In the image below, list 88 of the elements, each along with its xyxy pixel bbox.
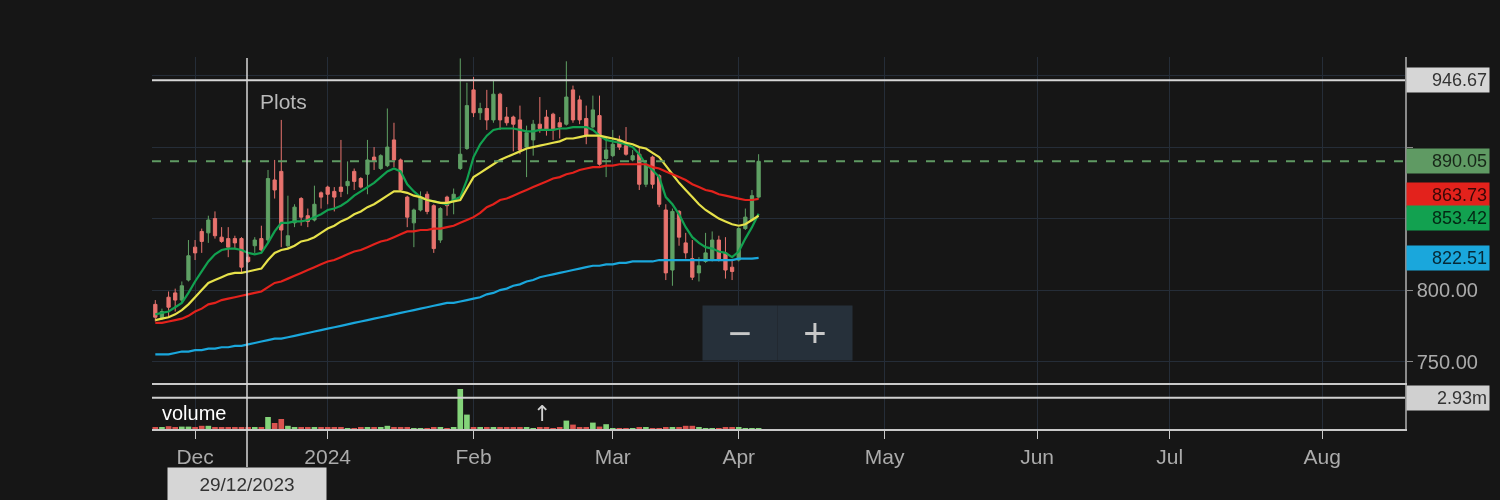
candlestick	[259, 225, 264, 254]
candlestick	[226, 226, 231, 258]
candlestick	[352, 168, 357, 191]
ref-line-label: 890.05	[1431, 151, 1487, 171]
candlestick	[418, 190, 423, 212]
candlestick	[431, 203, 436, 254]
text: 853.42	[1431, 208, 1487, 228]
annotation: +	[803, 311, 827, 355]
candlestick	[438, 206, 443, 244]
ref-line-label: 2.93m	[1436, 388, 1487, 408]
candlestick	[219, 226, 224, 244]
candlestick	[338, 139, 344, 198]
candlestick	[345, 160, 350, 195]
candlestick	[524, 125, 529, 178]
candlestick	[405, 195, 410, 228]
candlestick	[478, 102, 483, 121]
candlestick	[325, 185, 330, 205]
line-series	[154, 256, 760, 356]
text: 822.51	[1431, 248, 1487, 268]
candlestick	[179, 280, 184, 304]
x-tick-label: May	[864, 444, 905, 468]
candlestick	[212, 210, 218, 240]
candlestick	[511, 115, 516, 152]
candlestick	[683, 232, 688, 260]
candlestick	[411, 208, 416, 248]
candlestick	[299, 196, 304, 227]
text: volume	[162, 402, 227, 424]
candlestick	[166, 290, 171, 318]
x-tick-label: 2024	[304, 444, 352, 468]
bar	[265, 417, 271, 429]
candlestick	[285, 195, 291, 250]
candlestick	[318, 190, 324, 210]
candlestick	[279, 119, 284, 248]
text: 863.73	[1431, 185, 1487, 205]
x-tick-label: Dec	[176, 444, 214, 468]
candlestick	[471, 76, 476, 118]
candlestick	[173, 288, 178, 313]
bar	[590, 422, 596, 429]
candlestick	[232, 235, 237, 250]
candlestick	[544, 109, 549, 137]
candlestick	[531, 119, 536, 157]
candlestick	[391, 122, 397, 168]
candlestick	[265, 169, 271, 244]
x-tick-label: Jun	[1020, 444, 1054, 468]
candlestick	[550, 112, 556, 141]
x-tick-label: Jul	[1156, 444, 1184, 468]
y-tick-label: 750.00	[1416, 350, 1478, 373]
annotation: Plots	[260, 90, 307, 113]
candlestick	[557, 116, 562, 139]
x-tick-label: Feb	[455, 444, 492, 468]
candlestick	[504, 106, 509, 127]
candlestick	[186, 239, 191, 282]
candlestick	[153, 299, 158, 323]
candlestick	[252, 236, 257, 254]
text: 29/12/2023	[199, 474, 295, 495]
x-tick-label: Mar	[594, 444, 631, 468]
candlestick	[358, 176, 363, 190]
candlestick	[729, 259, 735, 281]
x-tick-label: Aug	[1303, 444, 1341, 468]
candlestick	[484, 89, 489, 131]
candlestick	[663, 203, 668, 281]
candlestick	[623, 126, 629, 157]
candlestick	[577, 95, 582, 125]
candlestick	[464, 82, 470, 151]
candlestick	[610, 129, 615, 158]
candlestick	[199, 228, 204, 254]
annotation: ↑	[533, 401, 552, 426]
y-tick-label: 800.00	[1416, 279, 1478, 302]
candlestick	[517, 105, 523, 155]
candlestick	[491, 79, 496, 124]
candlestick	[332, 186, 337, 212]
annotation: −	[728, 311, 752, 355]
candlestick	[425, 190, 430, 215]
ref-line-label: 946.67	[1431, 70, 1487, 90]
line-series	[154, 163, 760, 325]
candlestick	[590, 95, 595, 129]
candlestick	[570, 85, 576, 124]
candlestick	[272, 159, 277, 200]
candlestick	[537, 96, 542, 134]
candlestick	[239, 236, 244, 274]
candlestick	[690, 239, 695, 281]
candlestick	[206, 215, 211, 244]
candlestick	[192, 239, 198, 261]
candlestick	[696, 256, 702, 282]
x-tick-label: Apr	[722, 444, 756, 468]
candlestick	[564, 60, 569, 127]
candlestick	[597, 95, 602, 167]
candlestick	[670, 208, 675, 287]
